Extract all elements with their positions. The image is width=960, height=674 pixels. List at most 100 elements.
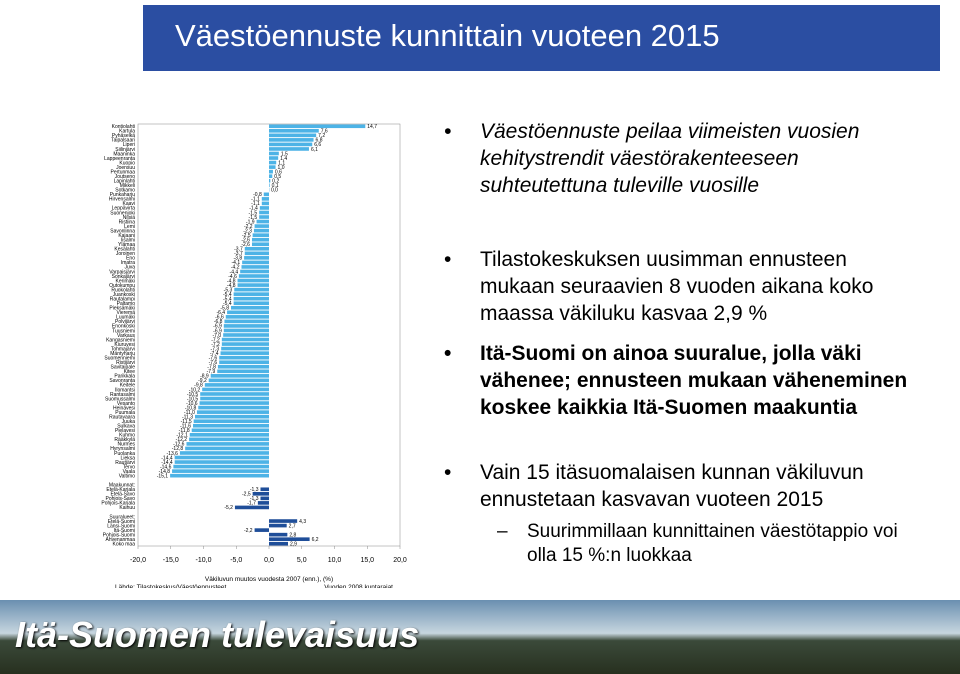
data-label: -10,6 [186, 401, 198, 407]
bar [189, 437, 269, 442]
y-tick-label: Etelä-Karjala [106, 487, 135, 493]
bar [269, 169, 273, 174]
bar [200, 396, 269, 401]
data-label: 7,2 [318, 133, 325, 139]
data-label: -6,9 [213, 324, 222, 330]
bar [269, 138, 314, 142]
data-label: -7,4 [210, 351, 219, 357]
footer-text: Itä-Suomen tulevaisuus [15, 614, 420, 655]
bar [217, 364, 269, 369]
data-label: -7,2 [211, 342, 220, 348]
y-tick-label: Punkaharju [110, 192, 136, 198]
y-tick-label: Pyhäselkä [112, 133, 135, 139]
bullet: Väestöennuste peilaa viimeisten vuosien … [444, 118, 920, 199]
data-label: -10,2 [189, 387, 201, 393]
y-tick-label: Lieksa [121, 455, 136, 461]
data-label: -15,1 [157, 473, 169, 479]
bar [199, 401, 269, 405]
bar [269, 133, 317, 138]
y-tick-label: Luumäki [116, 315, 135, 321]
y-tick-label: Länsi-Suomi [107, 523, 135, 529]
bar [170, 473, 269, 478]
y-tick-label: Lemi [124, 224, 135, 230]
bar [253, 228, 269, 233]
bar [193, 419, 269, 424]
data-label: -1,7 [247, 501, 256, 507]
bar [219, 355, 269, 360]
bar [223, 333, 269, 337]
data-label: -6,6 [215, 315, 224, 321]
data-label: -3,7 [234, 251, 243, 257]
bar [251, 242, 269, 247]
y-tick-label: Varpaisjärvi [109, 269, 135, 275]
data-label: -11,6 [180, 424, 191, 430]
bullet: Vain 15 itäsuomalaisen kunnan väkiluvun … [444, 459, 920, 513]
y-tick-label: Sonkajärvi [112, 274, 135, 280]
data-label: 0,1 [272, 183, 279, 189]
y-tick-label: Eno [126, 256, 135, 262]
y-tick-label: Pohjois-Savo [106, 496, 136, 502]
y-tick-label: Nurmes [117, 442, 135, 448]
data-label: 4,3 [299, 519, 306, 525]
bar [227, 310, 269, 315]
bar [189, 433, 269, 437]
bar [221, 337, 269, 342]
y-tick-label: Kitee [124, 369, 136, 375]
note: Vuoden 2008 kuntarajat [324, 584, 393, 588]
slide-title: Väestöennuste kunnittain vuoteen 2015 [175, 18, 720, 53]
data-label: -3,7 [234, 247, 243, 253]
bar [261, 197, 269, 201]
data-label: -5,2 [224, 505, 233, 511]
y-tick-label: Pohjois-Suomi [103, 532, 135, 538]
data-label: 6,8 [316, 138, 323, 144]
bar [221, 342, 269, 346]
y-tick-label: Vaala [123, 469, 136, 475]
data-label: -11,8 [179, 428, 190, 434]
y-tick-label: Hirvensalmi [109, 197, 135, 203]
y-tick-label: Pieksämäki [109, 306, 135, 312]
data-label: -2,6 [241, 242, 250, 248]
bar [252, 492, 269, 496]
y-tick-label: Savitaipale [111, 365, 136, 371]
y-tick-label: Juankoski [113, 292, 135, 298]
data-label: -14,4 [161, 460, 173, 466]
bar [254, 224, 269, 228]
bar [269, 537, 310, 542]
title-banner [143, 5, 940, 71]
source: Lähde: Tilastokeskus/Väestöennusteet [115, 584, 226, 588]
y-tick-label: Ilomantsi [115, 387, 135, 393]
data-label: 6,1 [311, 147, 318, 153]
bar [269, 156, 279, 160]
data-label: -2,5 [242, 492, 251, 498]
y-tick-label: Juuka [122, 419, 136, 425]
data-label: 6,2 [312, 537, 319, 543]
y-tick-label: Joensuu [116, 165, 135, 171]
data-label: -5,4 [223, 301, 232, 307]
x-axis-label: Väkiluvun muutos vuodesta 2007 (enn.), (… [205, 576, 333, 583]
bar [233, 296, 269, 301]
data-label: -14,4 [161, 455, 173, 461]
data-label: -7,3 [211, 346, 220, 352]
data-label: -6,4 [216, 310, 225, 316]
y-tick-label: Siilinjärvi [115, 147, 135, 153]
data-label: -2,2 [244, 528, 253, 534]
x-tick-label: 10,0 [328, 557, 342, 564]
data-label: -14,6 [160, 464, 172, 470]
bar [244, 256, 269, 260]
data-label: -4,8 [227, 278, 236, 284]
bar [260, 487, 269, 492]
data-label: -4,1 [232, 260, 241, 266]
y-tick-label: Iisalmi [121, 238, 135, 244]
data-label: 0,5 [274, 174, 281, 180]
bar [204, 383, 269, 387]
y-tick-label: Vieremä [116, 310, 135, 316]
bar [269, 541, 288, 546]
data-label: -10,5 [187, 392, 199, 398]
y-tick-label: Sotkamo [115, 188, 135, 194]
bar [269, 174, 273, 178]
y-tick-label: Kontiolahti [112, 124, 135, 130]
y-tick-label: Kajaani [118, 233, 135, 239]
bar [237, 283, 269, 287]
y-tick-label: Lapinlahti [114, 179, 135, 185]
bar [269, 532, 288, 537]
